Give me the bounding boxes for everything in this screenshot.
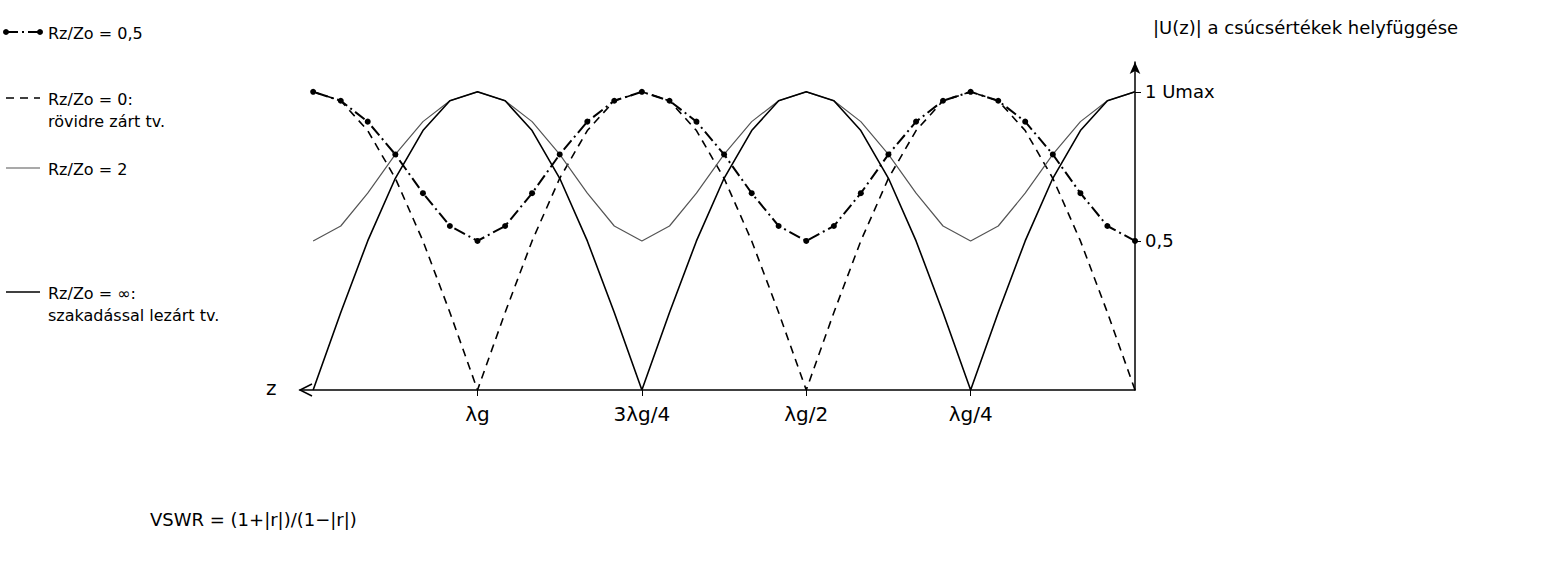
svg-text:λg/2: λg/2: [784, 402, 828, 426]
svg-text:Rz/Zo = 2: Rz/Zo = 2: [48, 160, 127, 179]
svg-text:VSWR = (1+|r|)/(1−|r|): VSWR = (1+|r|)/(1−|r|): [150, 509, 357, 530]
svg-text:Rz/Zo = ∞:: Rz/Zo = ∞:: [48, 284, 136, 303]
svg-text:rövidre zárt tv.: rövidre zárt tv.: [48, 112, 165, 131]
svg-text:z: z: [266, 376, 277, 400]
svg-text:1 Umax: 1 Umax: [1145, 81, 1215, 102]
svg-text:λg: λg: [465, 402, 490, 426]
svg-text:|U(z)| a csúcsértékek helyfügg: |U(z)| a csúcsértékek helyfüggése: [1153, 17, 1458, 38]
svg-text:szakadással lezárt tv.: szakadással lezárt tv.: [48, 306, 219, 325]
svg-text:Rz/Zo = 0:: Rz/Zo = 0:: [48, 90, 133, 109]
svg-text:3λg/4: 3λg/4: [614, 402, 671, 426]
svg-text:0,5: 0,5: [1145, 230, 1174, 251]
svg-text:Rz/Zo = 0,5: Rz/Zo = 0,5: [48, 24, 143, 43]
svg-text:λg/4: λg/4: [949, 402, 993, 426]
